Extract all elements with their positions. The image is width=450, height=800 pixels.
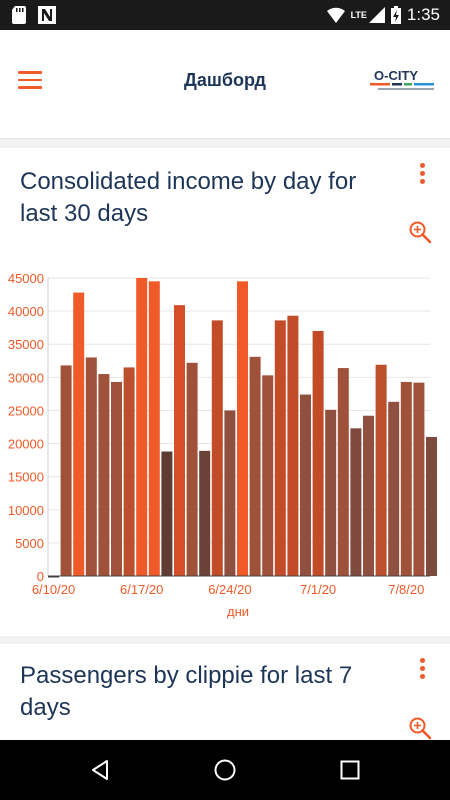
chart-bar xyxy=(48,576,59,578)
chart-bar xyxy=(249,356,261,576)
y-tick-label: 20000 xyxy=(8,437,44,452)
income-chart-card: Consolidated income by day for last 30 d… xyxy=(0,148,450,636)
y-tick-label: 25000 xyxy=(8,403,44,418)
chart-bar xyxy=(186,362,198,576)
chart-bar xyxy=(123,367,135,576)
card-title: Passengers by clippie for last 7 days xyxy=(20,662,353,721)
chart-bar xyxy=(287,315,299,576)
chart-bar xyxy=(237,281,248,576)
x-tick-label: 6/17/20 xyxy=(120,582,163,597)
back-icon[interactable] xyxy=(88,758,112,782)
y-tick-label: 40000 xyxy=(8,304,44,319)
chart-bar xyxy=(111,381,122,576)
x-tick-label: 7/1/20 xyxy=(300,582,336,597)
y-tick-label: 15000 xyxy=(8,470,44,485)
status-bar: LTE 1:35 xyxy=(0,0,450,30)
chart-bar xyxy=(85,357,97,576)
battery-charging-icon xyxy=(390,6,401,24)
chart-bar xyxy=(224,410,236,576)
o-city-logo: O-CITY xyxy=(370,68,434,90)
chart-bar xyxy=(211,320,223,576)
chart-bar xyxy=(148,281,160,576)
x-axis-label: дни xyxy=(227,604,249,619)
chart-bar xyxy=(312,330,324,576)
hamburger-menu-icon[interactable] xyxy=(18,71,42,89)
chart-bar xyxy=(262,375,274,576)
system-nav-bar xyxy=(0,740,450,800)
y-tick-label: 10000 xyxy=(8,503,44,518)
x-tick-label: 6/10/20 xyxy=(32,582,75,597)
clock: 1:35 xyxy=(406,5,440,24)
signal-icon xyxy=(368,7,385,23)
income-bar-chart: 0 5000 10000 15000 20000 25000 30000 35000 40000… xyxy=(8,271,437,619)
chart-bar xyxy=(363,415,374,576)
x-tick-label: 6/24/20 xyxy=(208,582,251,597)
wifi-icon xyxy=(326,7,345,23)
chart-bar xyxy=(98,374,110,576)
zoom-in-icon[interactable] xyxy=(408,716,432,740)
chart-bar xyxy=(136,278,148,576)
chart-bar xyxy=(350,428,362,576)
recents-icon[interactable] xyxy=(338,758,362,782)
home-icon[interactable] xyxy=(213,758,237,782)
network-type: LTE xyxy=(350,10,367,20)
chart-bar xyxy=(400,381,412,576)
x-tick-label: 7/8/20 xyxy=(388,582,424,597)
chart-bar xyxy=(60,365,72,576)
y-tick-label: 30000 xyxy=(8,370,44,385)
y-tick-label: 45000 xyxy=(8,271,44,286)
chart-bar xyxy=(388,401,400,576)
svg-text:O-CITY: O-CITY xyxy=(374,68,418,83)
chart-bar xyxy=(274,320,286,576)
zoom-in-icon[interactable] xyxy=(408,220,432,244)
y-tick-label: 0 xyxy=(37,569,44,584)
page-title: Дашборд xyxy=(184,70,266,90)
chart-bar xyxy=(73,292,85,576)
chart-bar xyxy=(325,409,337,576)
chart-bar xyxy=(300,394,311,576)
chart-bar xyxy=(426,436,437,576)
card-title: Consolidated income by day for last 30 d… xyxy=(20,168,357,227)
chart-bar xyxy=(174,305,185,576)
app-bar: Дашборд O-CITY xyxy=(0,30,450,139)
chart-bar xyxy=(375,364,387,576)
chart-bar xyxy=(161,451,173,576)
chart-bar xyxy=(199,450,211,576)
chart-bar xyxy=(337,368,349,576)
chart-bar xyxy=(413,382,425,576)
passengers-chart-card: Passengers by clippie for last 7 days xyxy=(0,644,450,740)
n-notification-icon xyxy=(38,6,56,24)
y-tick-label: 35000 xyxy=(8,337,44,352)
sd-card-icon xyxy=(12,6,26,24)
more-options-icon[interactable] xyxy=(420,658,426,682)
y-tick-label: 5000 xyxy=(15,536,44,551)
more-options-icon[interactable] xyxy=(420,163,426,187)
